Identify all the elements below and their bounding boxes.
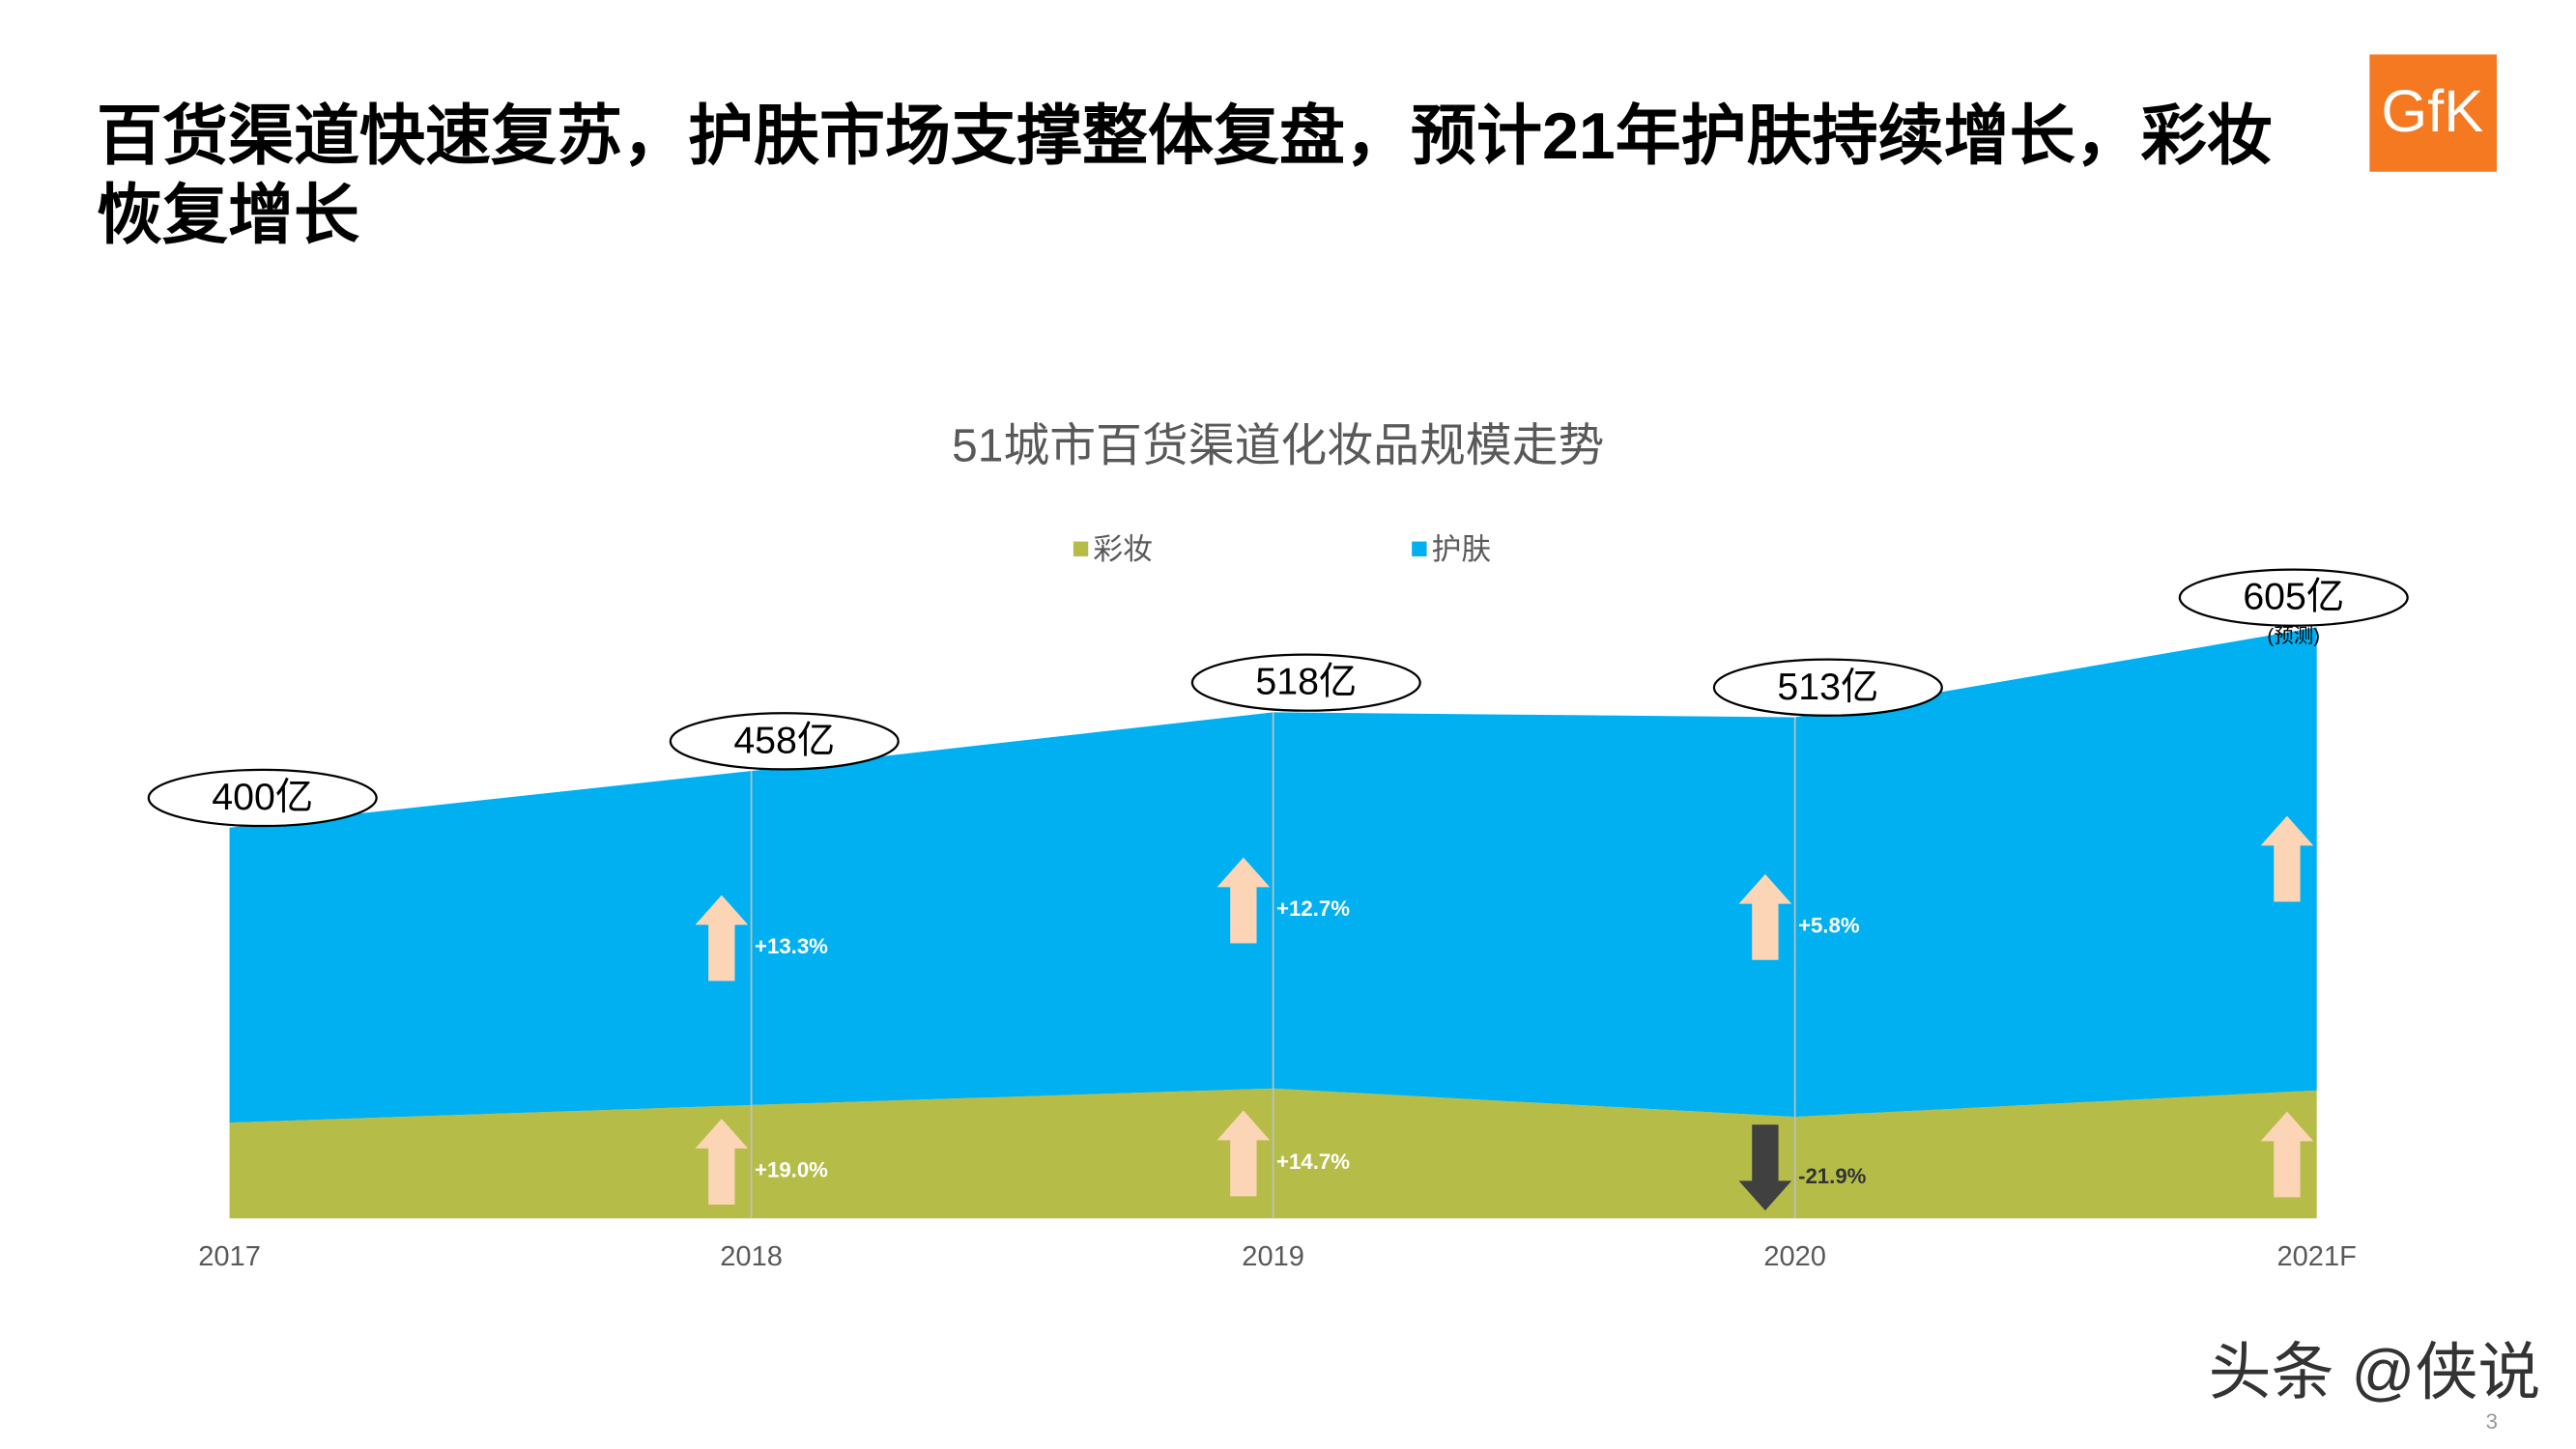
legend-swatch [1412, 541, 1427, 556]
x-tick-label: 2017 [198, 1241, 261, 1272]
x-tick-label: 2020 [1763, 1241, 1826, 1272]
growth-label: +12.7% [1276, 896, 1350, 921]
chart-title: 51城市百货渠道化妆品规模走势 [952, 420, 1604, 471]
total-ellipse [2178, 568, 2409, 627]
growth-label: +16% [2320, 855, 2376, 879]
growth-label: +14.7% [1276, 1150, 1350, 1174]
total-label: 518亿 [1255, 661, 1357, 703]
slide-title: 百货渠道快速复苏，护肤市场支撑整体复盘，预计21年护肤持续增长，彩妆恢复增长 [97, 99, 2273, 252]
watermark: 头条 @侠说 [2209, 1336, 2541, 1406]
total-label: 458亿 [733, 719, 835, 761]
growth-label: +26% [2320, 1151, 2376, 1175]
growth-arrow [1738, 873, 1792, 960]
legend-label: 护肤 [1432, 532, 1492, 566]
growth-label: -21.9% [1798, 1164, 1867, 1188]
total-ellipse [1712, 658, 1943, 717]
total-ellipse [1190, 653, 1421, 712]
total-ellipse [669, 712, 900, 771]
growth-label: +19.0% [755, 1158, 828, 1182]
total-label: 513亿 [1777, 666, 1878, 708]
total-label: 400亿 [212, 776, 313, 818]
logo-box [2369, 54, 2497, 172]
annotation: (预测) [2267, 625, 2320, 647]
logo: GfK [2381, 78, 2483, 145]
page-number: 3 [2486, 1409, 2498, 1434]
x-tick-label: 2021F [2277, 1241, 2357, 1272]
legend-swatch [1073, 541, 1089, 556]
legend-label: 彩妆 [1093, 532, 1153, 566]
x-tick-label: 2019 [1242, 1241, 1304, 1272]
growth-arrow [695, 1119, 749, 1206]
total-ellipse [147, 768, 378, 828]
total-label: 605亿 [2243, 576, 2344, 618]
growth-arrow [2260, 1111, 2314, 1198]
growth-arrow [695, 895, 749, 981]
growth-arrow [1738, 1124, 1792, 1211]
growth-label: +5.8% [1798, 913, 1860, 937]
growth-arrow [2260, 815, 2314, 902]
growth-label: +13.3% [755, 934, 828, 958]
x-tick-label: 2018 [720, 1241, 783, 1272]
